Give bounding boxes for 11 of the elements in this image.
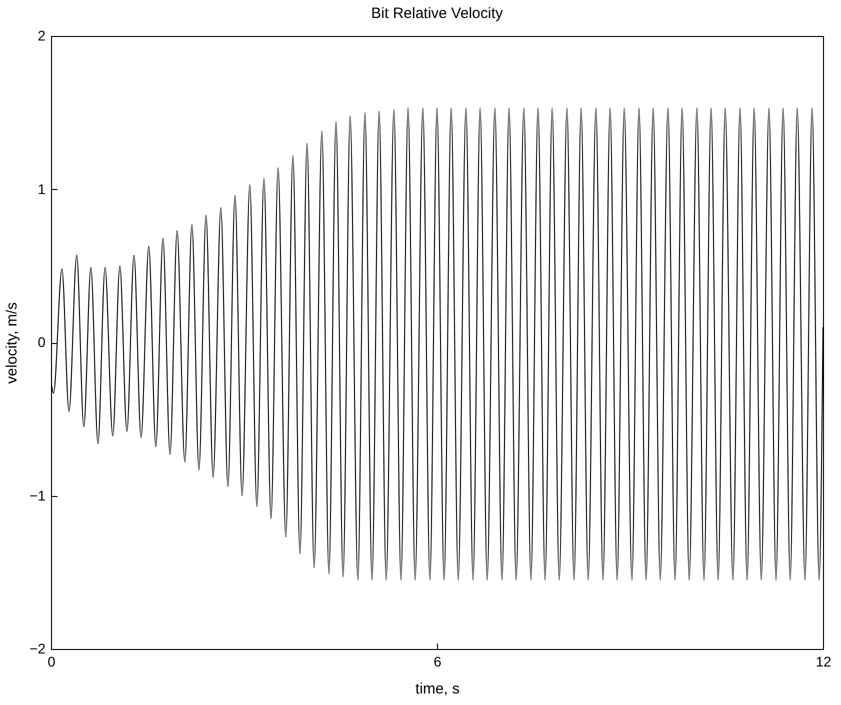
- x-tick-label: 0: [48, 654, 56, 670]
- y-axis-title: velocity, m/s: [4, 302, 21, 384]
- x-tick-label: 12: [816, 654, 832, 670]
- y-tick-label: −1: [30, 487, 46, 504]
- y-tick-label: 0: [38, 334, 46, 350]
- chart-title: Bit Relative Velocity: [371, 5, 504, 22]
- x-axis-title: time, s: [415, 680, 460, 698]
- y-tick-label: −2: [30, 640, 46, 656]
- x-tick-label: 6: [434, 654, 442, 670]
- y-tick-label: 2: [38, 28, 46, 44]
- y-tick-label: 1: [38, 180, 46, 197]
